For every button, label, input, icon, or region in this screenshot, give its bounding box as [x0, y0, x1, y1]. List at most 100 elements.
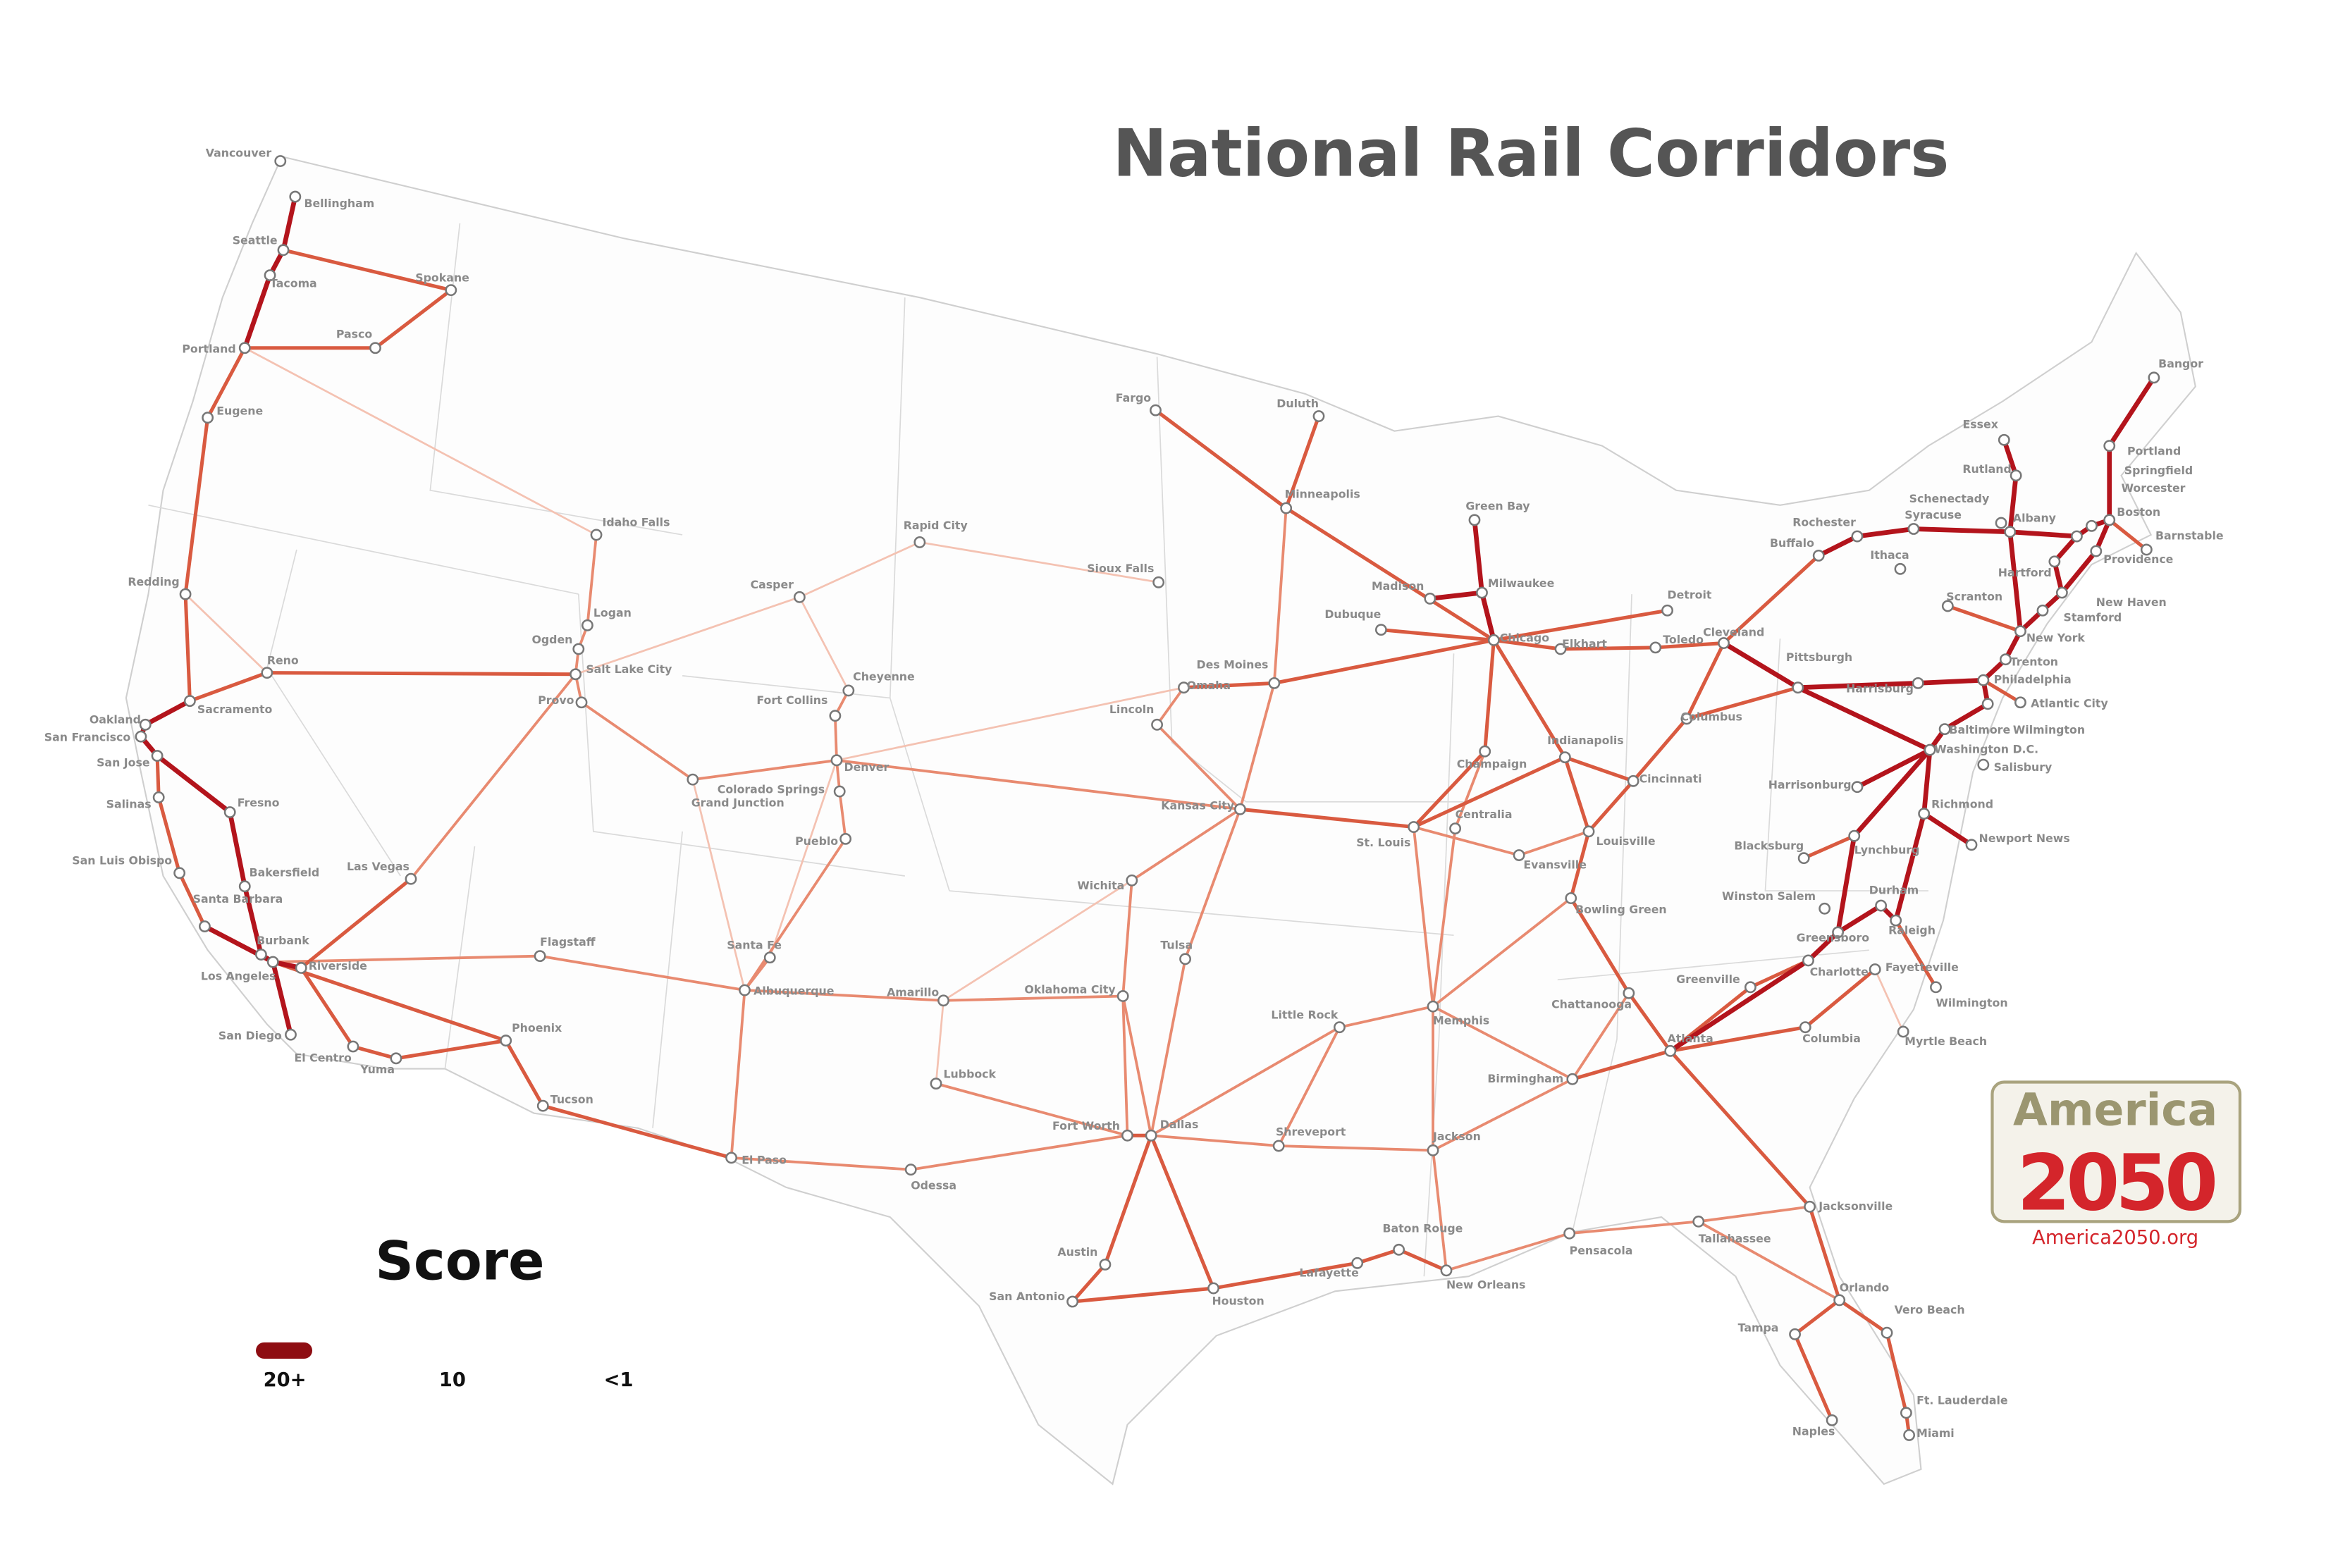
- city-marker: [1427, 1000, 1439, 1013]
- rail-corridor: [1491, 608, 1670, 642]
- city-label: Albuquerque: [753, 984, 834, 998]
- city-label: Amarillo: [887, 986, 939, 999]
- city-marker: [369, 342, 381, 354]
- city-label: Bellingham: [304, 197, 374, 210]
- city-marker: [1563, 1227, 1576, 1240]
- city-label: Spokane: [415, 271, 469, 284]
- rail-corridor: [1697, 1220, 1841, 1302]
- city-marker: [2055, 586, 2068, 599]
- city-label: Columbus: [1681, 710, 1742, 723]
- city-marker: [1938, 723, 1951, 736]
- rail-corridor: [1570, 1049, 1673, 1081]
- city-label: Champaign: [1457, 758, 1527, 771]
- rail-corridor: [1873, 968, 1905, 1033]
- city-marker: [1427, 1144, 1439, 1156]
- city-marker: [238, 342, 251, 354]
- city-marker: [1981, 698, 1994, 710]
- city-marker: [1999, 653, 2012, 666]
- city-marker: [1151, 718, 1163, 731]
- city-label: Trenton: [2010, 655, 2058, 668]
- city-marker: [2004, 526, 2017, 538]
- city-marker: [2048, 555, 2061, 568]
- city-marker: [347, 1040, 359, 1053]
- rail-corridor: [1379, 628, 1496, 642]
- city-marker: [1848, 829, 1861, 842]
- rail-corridor: [184, 593, 269, 674]
- city-label: Centralia: [1456, 808, 1513, 821]
- city-label: Birmingham: [1487, 1072, 1563, 1085]
- city-marker: [829, 710, 842, 722]
- city-label: Pasco: [336, 327, 372, 340]
- logo-frame: [1990, 1080, 2242, 1223]
- city-marker: [274, 155, 287, 167]
- city-marker: [1393, 1243, 1405, 1256]
- city-label: Phoenix: [512, 1021, 562, 1035]
- city-marker: [1802, 954, 1814, 967]
- city-label: Eugene: [216, 405, 263, 418]
- rail-network: [138, 194, 2157, 1437]
- city-label: Redding: [128, 575, 179, 588]
- city-label: Salisbury: [1994, 760, 2053, 774]
- rail-corridor: [155, 753, 207, 929]
- city-label: San Luis Obispo: [72, 853, 172, 867]
- city-marker: [1424, 593, 1436, 605]
- city-label: Harrisonburg: [1768, 778, 1852, 791]
- city-marker: [1150, 404, 1162, 416]
- city-marker: [572, 643, 585, 655]
- city-marker: [725, 1152, 737, 1164]
- city-marker: [739, 984, 751, 996]
- city-label: Jacksonville: [1818, 1199, 1893, 1213]
- city-label: Cheyenne: [853, 669, 915, 683]
- city-label: Durham: [1869, 884, 1919, 897]
- city-label: Houston: [1212, 1295, 1264, 1308]
- rail-corridor: [1121, 994, 1153, 1137]
- city-marker: [1334, 1021, 1346, 1034]
- city-marker: [500, 1035, 512, 1047]
- city-label: Raleigh: [1888, 923, 1936, 937]
- city-marker: [1513, 849, 1525, 861]
- city-marker: [1965, 839, 1978, 851]
- city-marker: [1890, 914, 1902, 927]
- city-label: Ogden: [531, 633, 572, 646]
- city-label: Tacoma: [270, 277, 317, 290]
- city-marker: [173, 867, 186, 879]
- rail-corridor: [1412, 755, 1567, 829]
- city-marker: [266, 956, 279, 968]
- city-label: Greensboro: [1797, 931, 1870, 944]
- city-marker: [590, 529, 603, 541]
- city-marker: [1789, 1328, 1801, 1340]
- rail-corridor: [1838, 1298, 1912, 1437]
- city-marker: [135, 730, 147, 743]
- city-marker: [763, 951, 776, 964]
- city-label: New York: [2026, 631, 2086, 645]
- city-marker: [2103, 440, 2116, 452]
- city-marker: [1941, 600, 1954, 612]
- city-marker: [1664, 1044, 1677, 1057]
- city-label: Oklahoma City: [1024, 983, 1115, 996]
- rail-corridor: [1153, 408, 1288, 510]
- city-marker: [1487, 634, 1500, 646]
- rail-corridor: [1121, 808, 1242, 1137]
- city-label: Provo: [538, 693, 574, 707]
- city-label: Rapid City: [904, 519, 968, 532]
- city-label: Salt Lake City: [586, 662, 672, 676]
- city-marker: [2010, 469, 2022, 482]
- city-label: Des Moines: [1197, 658, 1269, 672]
- city-marker: [1875, 899, 1888, 912]
- city-marker: [1234, 803, 1246, 815]
- rail-corridor: [799, 595, 850, 692]
- city-marker: [1408, 821, 1420, 833]
- rail-corridor: [1479, 590, 1496, 643]
- city-label: Little Rock: [1271, 1008, 1338, 1021]
- city-marker: [1894, 562, 1907, 575]
- rail-corridor: [1277, 1025, 1341, 1147]
- rail-corridor: [1668, 1025, 1807, 1053]
- city-marker: [1812, 549, 1825, 562]
- city-label: Madison: [1372, 579, 1424, 593]
- rail-corridor: [1427, 590, 1484, 601]
- city-marker: [536, 1099, 549, 1112]
- city-label: San Francisco: [44, 731, 131, 744]
- city-label: Schenectady: [1909, 492, 1990, 505]
- city-marker: [1718, 637, 1730, 649]
- city-label: Portland: [182, 342, 235, 355]
